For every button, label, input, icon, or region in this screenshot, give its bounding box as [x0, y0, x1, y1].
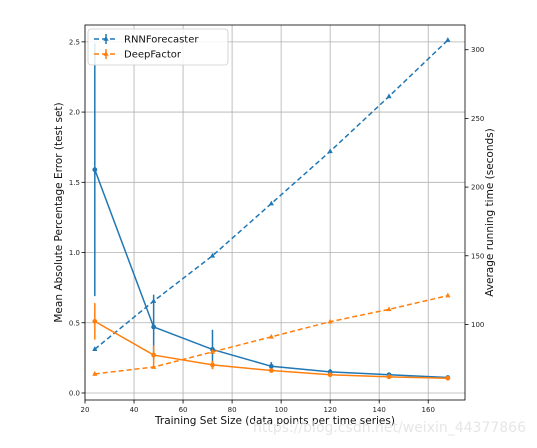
y-right-axis-label: Average running time (seconds) — [484, 128, 496, 296]
y-left-axis-label: Mean Absolute Percentage Error (test set… — [53, 102, 65, 322]
rnnforecaster-runtime-point — [327, 148, 333, 154]
deepfactor-runtime-point — [209, 348, 216, 354]
rnnforecaster-error-point — [151, 324, 157, 330]
x-tick-label: 40 — [130, 406, 139, 414]
rnnforecaster-runtime-point — [386, 93, 392, 99]
y-left-tick-label: 2.0 — [69, 109, 80, 117]
y-left-tick-label: 0.5 — [69, 319, 80, 327]
deepfactor-runtime-point — [92, 370, 98, 376]
deepfactor-runtime-point — [386, 306, 392, 312]
x-tick-label: 160 — [422, 406, 435, 414]
x-tick-label: 60 — [179, 406, 188, 414]
y-left-axis-ticks: 0.0 0.5 1.0 1.5 2.0 2.5 — [69, 38, 85, 397]
x-tick-label: 120 — [323, 406, 336, 414]
deepfactor-runtime-point — [151, 364, 157, 369]
y-right-tick-label: 300 — [471, 46, 484, 54]
deepfactor-legend-label: DeepFactor — [124, 50, 182, 61]
rnnforecaster-runtime-point — [445, 37, 451, 42]
rnnforecaster-legend-marker — [103, 36, 109, 41]
deepfactor-error-point — [386, 374, 392, 380]
x-tick-label: 80 — [228, 406, 237, 414]
y-right-tick-label: 200 — [471, 184, 484, 192]
deepfactor-runtime-point — [327, 318, 333, 324]
y-right-tick-label: 150 — [471, 252, 484, 260]
deepfactor-runtime-point — [445, 292, 451, 298]
deepfactor-error-point — [327, 372, 333, 378]
y-right-axis-ticks: 100 150 200 250 300 — [465, 46, 484, 329]
deepfactor-error-point — [151, 352, 157, 358]
y-left-tick-label: 0.0 — [69, 389, 80, 397]
series-layer — [92, 37, 451, 381]
x-axis-ticks: 20 40 60 80 100 120 140 160 — [81, 400, 435, 414]
x-tick-label: 140 — [373, 406, 386, 414]
legend-box — [87, 28, 229, 66]
y-left-tick-label: 2.5 — [69, 38, 80, 46]
plot-frame — [84, 24, 466, 401]
rnnforecaster-runtime-point — [209, 252, 216, 258]
y-right-tick-label: 100 — [471, 321, 484, 329]
rnnforecaster-runtime-point — [268, 200, 274, 206]
legend: RNNForecaster DeepFactor — [87, 28, 229, 66]
y-left-tick-label: 1.5 — [69, 179, 80, 187]
deepfactor-error-point — [445, 375, 451, 381]
deepfactor-legend-marker — [103, 51, 109, 56]
watermark-text: https://blog.csdn.net/weixin_44377866 — [253, 420, 526, 436]
rnnforecaster-legend-label: RNNForecaster — [124, 35, 199, 46]
y-left-tick-label: 1.0 — [69, 249, 80, 257]
x-tick-label: 100 — [274, 406, 287, 414]
grid — [84, 25, 465, 400]
deepfactor-runtime-point — [268, 333, 274, 339]
x-tick-label: 20 — [81, 406, 90, 414]
deepfactor-error-point — [210, 362, 215, 368]
x-axis-label: Training Set Size (data points per time … — [154, 415, 395, 427]
rnnforecaster-error-point — [92, 167, 98, 173]
rnnforecaster-runtime-point — [92, 346, 98, 351]
deepfactor-error-point — [92, 318, 98, 324]
rnnforecaster-error-point — [268, 363, 274, 369]
deepfactor-error-point — [268, 368, 274, 373]
y-right-tick-label: 250 — [471, 115, 484, 123]
